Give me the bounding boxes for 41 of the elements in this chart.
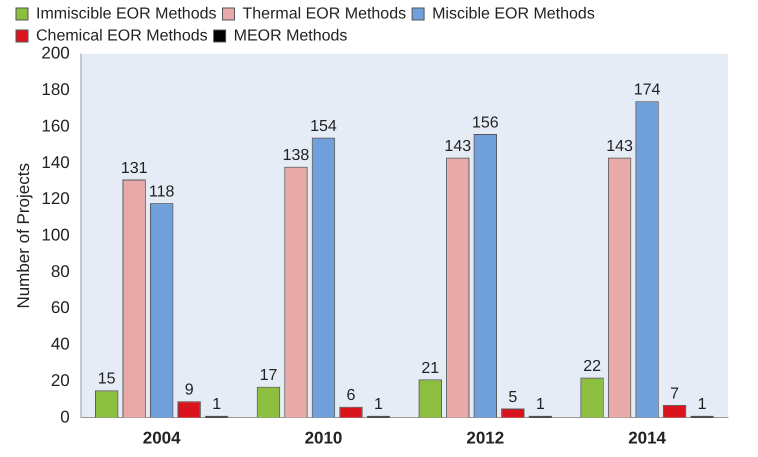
x-tick-label: 2010: [304, 428, 342, 448]
y-tick-label: 60: [50, 298, 70, 318]
data-label: 6: [346, 387, 356, 404]
y-tick-label: 100: [41, 225, 70, 244]
data-label: 1: [536, 396, 545, 414]
y-tick-label: 120: [41, 189, 70, 208]
y-tick-label: 160: [41, 116, 70, 136]
y-tick-label: 140: [41, 152, 70, 172]
data-label: 9: [184, 382, 194, 399]
y-tick-label: 0: [60, 407, 70, 426]
data-label: 1: [212, 396, 222, 414]
data-label: 118: [148, 183, 175, 200]
data-label: 1: [698, 396, 707, 414]
data-label: 7: [670, 385, 680, 402]
data-label: 1: [374, 396, 384, 414]
x-tick-label: 2012: [466, 428, 504, 448]
data-label: 15: [98, 370, 116, 388]
legend-label: Chemical EOR Methods: [36, 27, 208, 44]
data-label: 143: [606, 138, 634, 156]
legend-label: Immiscible EOR Methods: [36, 5, 216, 22]
data-label: 138: [282, 147, 310, 164]
y-tick-label: 20: [50, 370, 70, 390]
y-tick-label: 80: [50, 262, 70, 281]
y-axis-title: Number of Projects: [14, 163, 33, 309]
legend-label: Miscible EOR Methods: [432, 5, 595, 22]
x-tick-label: 2004: [142, 428, 182, 448]
legend-label: Thermal EOR Methods: [242, 5, 406, 22]
data-label: 174: [634, 82, 661, 99]
data-label: 156: [472, 114, 499, 132]
legend-label: MEOR Methods: [234, 27, 348, 44]
data-label: 154: [310, 118, 337, 136]
data-label: 143: [444, 138, 472, 156]
data-label: 17: [260, 367, 278, 384]
y-tick-label: 180: [41, 80, 70, 100]
data-label: 5: [508, 388, 518, 406]
y-tick-label: 40: [50, 334, 70, 354]
y-tick-label: 200: [41, 44, 70, 63]
data-label: 22: [583, 358, 602, 376]
data-label: 21: [421, 360, 440, 377]
data-label: 131: [120, 160, 148, 177]
x-tick-label: 2014: [628, 428, 667, 448]
